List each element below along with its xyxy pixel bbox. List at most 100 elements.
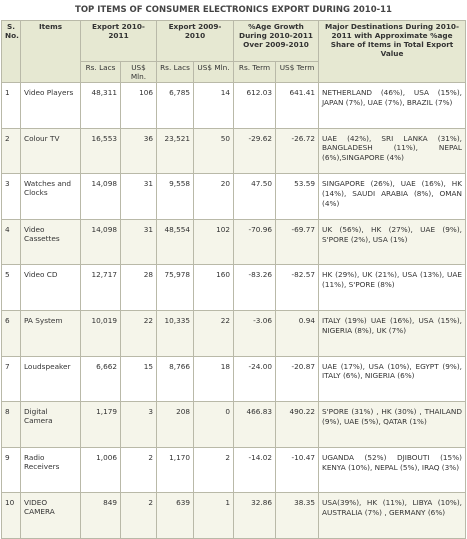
value-cell: -14.02 <box>233 446 277 494</box>
value-cell: 14 <box>193 82 235 129</box>
item-cell: Watches and Clocks <box>20 173 81 220</box>
destination-cell: S'PORE (31%) , HK (30%) , THAILAND (9%),… <box>318 401 466 448</box>
value-cell: 14,098 <box>80 173 121 220</box>
value-cell: 208 <box>156 401 195 448</box>
table-row: 2 Colour TV 16,553 36 23,521 50 -29.62 -26.72 UA… <box>1 127 466 175</box>
item-cell: Video Players <box>20 82 81 129</box>
column-header: Export 2009-2010 <box>156 20 235 62</box>
value-cell: 1 <box>193 492 235 539</box>
value-cell: 0.94 <box>275 309 320 357</box>
destination-cell: NETHERLAND (46%), USA (15%), JAPAN (7%),… <box>318 82 466 129</box>
destination-cell: UGANDA (52%) DJIBOUTI (15%) KENYA (10%),… <box>318 446 466 494</box>
value-cell: 48,311 <box>80 82 121 129</box>
value-cell: -83.26 <box>233 264 277 311</box>
value-cell: 641.41 <box>275 82 320 129</box>
item-cell: Colour TV <box>20 127 81 175</box>
value-cell: 16,553 <box>80 127 121 175</box>
destination-cell: SINGAPORE (26%), UAE (16%), HK (14%), SA… <box>318 173 466 220</box>
destination-cell: UAE (17%), USA (10%), EGYPT (9%), ITALY … <box>318 355 466 403</box>
value-cell: 75,978 <box>156 264 195 311</box>
value-cell: 2 <box>119 492 158 539</box>
value-cell: -69.77 <box>275 218 320 266</box>
value-cell: 22 <box>119 309 158 357</box>
value-cell: 10,019 <box>80 309 121 357</box>
subcolumn-header: Rs. Lacs <box>80 61 121 83</box>
item-cell: Video Cassettes <box>20 218 81 266</box>
serial-cell: 4 <box>1 218 21 266</box>
destination-cell: USA(39%), HK (11%), LIBYA (10%), AUSTRAL… <box>318 492 466 539</box>
item-cell: VIDEO CAMERA <box>20 492 81 539</box>
column-header: Items <box>20 20 81 83</box>
value-cell: -20.87 <box>275 355 320 403</box>
subcolumn-header: US$ Mln. <box>119 61 158 83</box>
table-body: 1 Video Players 48,311 106 6,785 14 612.03 641.… <box>1 82 466 539</box>
item-cell: Digital Camera <box>20 401 81 448</box>
serial-cell: 8 <box>1 401 21 448</box>
export-table: S. No. Items Export 2010-2011 Export 200… <box>1 20 466 539</box>
value-cell: 15 <box>119 355 158 403</box>
value-cell: 490.22 <box>275 401 320 448</box>
value-cell: -29.62 <box>233 127 277 175</box>
value-cell: -70.96 <box>233 218 277 266</box>
value-cell: 48,554 <box>156 218 195 266</box>
table-row: 9 Radio Receivers 1,006 2 1,170 2 -14.02 -10.47… <box>1 446 466 494</box>
value-cell: 50 <box>193 127 235 175</box>
value-cell: 1,179 <box>80 401 121 448</box>
value-cell: 18 <box>193 355 235 403</box>
serial-cell: 5 <box>1 264 21 311</box>
subcolumn-header: Rs. Lacs <box>156 61 195 83</box>
column-header: %Age Growth During 2010-2011 Over 2009-2… <box>233 20 320 62</box>
value-cell: 9,558 <box>156 173 195 220</box>
value-cell: 6,785 <box>156 82 195 129</box>
value-cell: 53.59 <box>275 173 320 220</box>
value-cell: 160 <box>193 264 235 311</box>
value-cell: -10.47 <box>275 446 320 494</box>
page: TOP ITEMS OF CONSUMER ELECTRONICS EXPORT… <box>1 5 466 539</box>
subcolumn-header: US$ Mln. <box>193 61 235 83</box>
table-row: 10 VIDEO CAMERA 849 2 639 1 32.86 38.35 USA(39%)… <box>1 492 466 539</box>
value-cell: 12,717 <box>80 264 121 311</box>
table-row: 7 Loudspeaker 6,662 15 8,766 18 -24.00 -20.87 UA… <box>1 355 466 403</box>
item-cell: Video CD <box>20 264 81 311</box>
value-cell: 32.86 <box>233 492 277 539</box>
subheader-row: Rs. Lacs US$ Mln. Rs. Lacs US$ Mln. Rs. Term… <box>2 61 466 83</box>
value-cell: 639 <box>156 492 195 539</box>
value-cell: 849 <box>80 492 121 539</box>
table-row: 6 PA System 10,019 22 10,335 22 -3.06 0.94 ITALY… <box>1 309 466 357</box>
item-cell: PA System <box>20 309 81 357</box>
column-header: S. No. <box>1 20 21 83</box>
value-cell: 106 <box>119 82 158 129</box>
value-cell: 3 <box>119 401 158 448</box>
value-cell: 612.03 <box>233 82 277 129</box>
table-row: 8 Digital Camera 1,179 3 208 0 466.83 490.22 S'P… <box>1 401 466 448</box>
value-cell: 102 <box>193 218 235 266</box>
subcolumn-header: Rs. Term <box>233 61 277 83</box>
value-cell: 2 <box>119 446 158 494</box>
destination-cell: UK (56%), HK (27%), UAE (9%), S'PORE (2%… <box>318 218 466 266</box>
value-cell: 47.50 <box>233 173 277 220</box>
serial-cell: 9 <box>1 446 21 494</box>
value-cell: 1,170 <box>156 446 195 494</box>
table-row: 1 Video Players 48,311 106 6,785 14 612.03 641.… <box>1 82 466 129</box>
table-row: 3 Watches and Clocks 14,098 31 9,558 20 47.50 5… <box>1 173 466 220</box>
item-cell: Loudspeaker <box>20 355 81 403</box>
value-cell: 22 <box>193 309 235 357</box>
value-cell: 466.83 <box>233 401 277 448</box>
value-cell: 2 <box>193 446 235 494</box>
value-cell: -3.06 <box>233 309 277 357</box>
serial-cell: 6 <box>1 309 21 357</box>
value-cell: 8,766 <box>156 355 195 403</box>
value-cell: 6,662 <box>80 355 121 403</box>
table-row: 4 Video Cassettes 14,098 31 48,554 102 -70.96-… <box>1 218 466 266</box>
value-cell: 31 <box>119 173 158 220</box>
value-cell: 36 <box>119 127 158 175</box>
serial-cell: 10 <box>1 492 21 539</box>
value-cell: 28 <box>119 264 158 311</box>
value-cell: 20 <box>193 173 235 220</box>
value-cell: 23,521 <box>156 127 195 175</box>
destination-cell: ITALY (19%) UAE (16%), USA (15%), NIGERI… <box>318 309 466 357</box>
serial-cell: 3 <box>1 173 21 220</box>
serial-cell: 7 <box>1 355 21 403</box>
value-cell: 14,098 <box>80 218 121 266</box>
column-header: Major Destinations During 2010-2011 with… <box>318 20 466 83</box>
